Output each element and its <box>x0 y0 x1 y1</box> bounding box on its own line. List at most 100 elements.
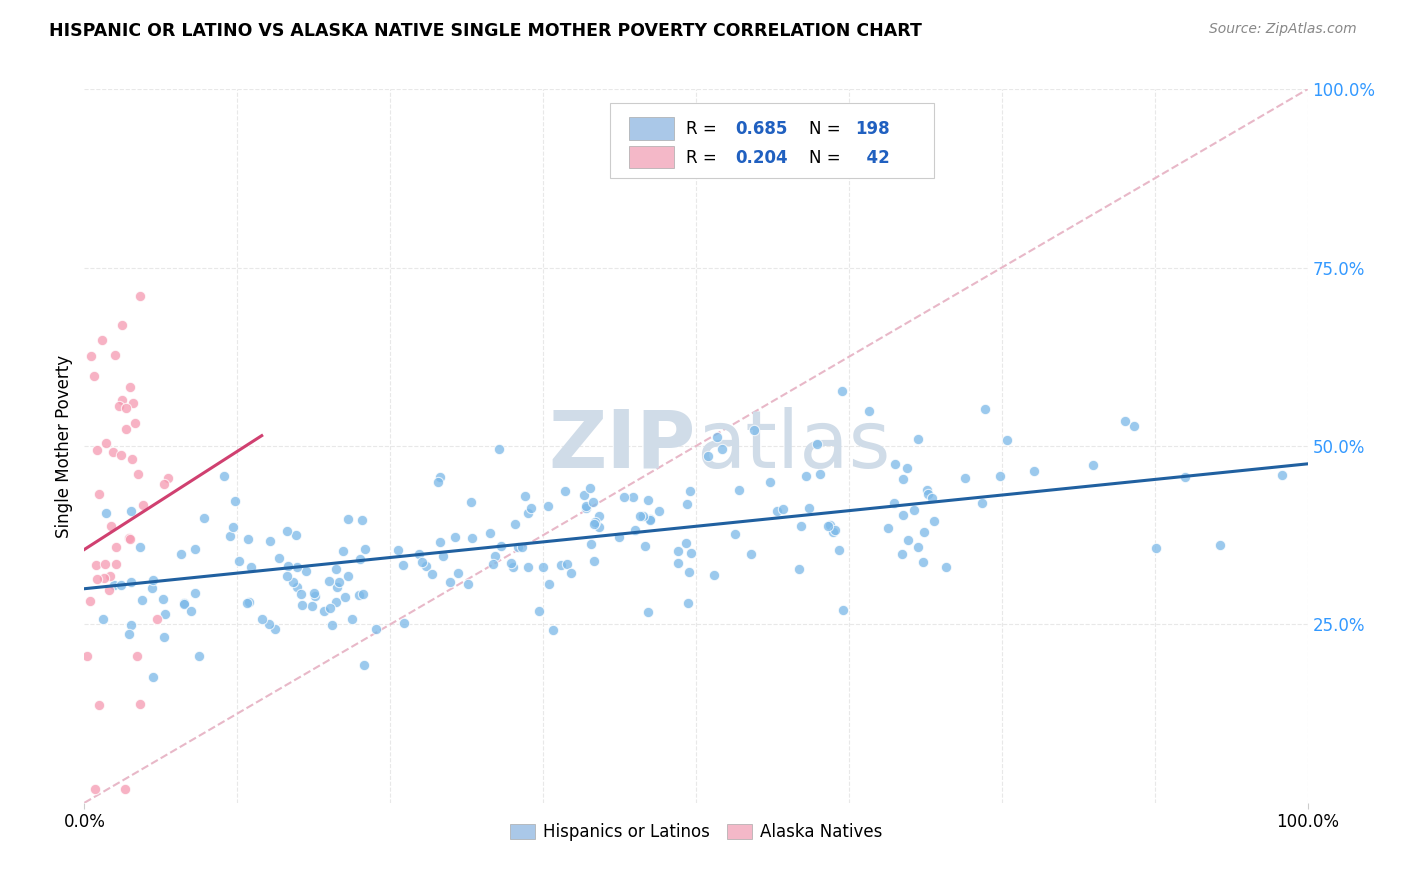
Point <box>637 493 659 508</box>
Point <box>285 560 308 574</box>
Point <box>572 488 595 502</box>
Point <box>460 495 482 509</box>
Point <box>575 499 598 513</box>
Point <box>550 558 572 572</box>
Point <box>484 549 506 563</box>
Point <box>257 617 280 632</box>
Point <box>183 586 205 600</box>
Point <box>259 533 281 548</box>
Point <box>228 554 250 568</box>
Point <box>581 536 603 550</box>
Point <box>285 527 308 541</box>
Point <box>890 547 912 561</box>
Text: atlas: atlas <box>696 407 890 485</box>
Point <box>953 471 976 485</box>
Point <box>579 481 602 495</box>
Point <box>114 401 136 415</box>
Point <box>340 612 363 626</box>
Point <box>588 520 610 534</box>
Point <box>706 430 728 444</box>
Point <box>118 531 141 545</box>
Point <box>239 559 262 574</box>
Point <box>678 566 700 580</box>
Point <box>443 530 465 544</box>
Point <box>588 508 610 523</box>
Point <box>350 513 373 527</box>
Point <box>129 540 152 554</box>
Point <box>491 539 513 553</box>
Point <box>429 534 451 549</box>
Point <box>236 596 259 610</box>
Point <box>638 511 661 525</box>
Point <box>277 559 299 574</box>
Point <box>481 557 503 571</box>
Point <box>352 587 374 601</box>
Point <box>973 401 995 416</box>
Point <box>120 617 142 632</box>
Point <box>988 468 1011 483</box>
Point <box>703 568 725 582</box>
Point <box>935 560 957 574</box>
Point <box>100 518 122 533</box>
Point <box>301 599 323 614</box>
Point <box>478 526 501 541</box>
Point <box>676 497 699 511</box>
Point <box>295 564 318 578</box>
Y-axis label: Single Mother Poverty: Single Mother Poverty <box>55 354 73 538</box>
Point <box>679 484 702 499</box>
Point <box>83 368 105 383</box>
Point <box>145 612 167 626</box>
Point <box>924 514 946 528</box>
Point <box>858 404 880 418</box>
Point <box>283 575 305 590</box>
Point <box>224 494 246 508</box>
Point <box>127 648 149 663</box>
Point <box>408 547 430 561</box>
Point <box>607 530 630 544</box>
Point <box>328 574 350 589</box>
Point <box>461 531 484 545</box>
Point <box>1122 419 1144 434</box>
Point <box>613 491 636 505</box>
Text: 0.685: 0.685 <box>735 120 787 138</box>
Point <box>447 566 470 581</box>
Point <box>394 615 416 630</box>
Point <box>142 669 165 683</box>
FancyBboxPatch shape <box>628 145 673 169</box>
Point <box>76 648 98 663</box>
Point <box>127 467 149 481</box>
Point <box>797 500 820 515</box>
Point <box>291 598 314 612</box>
Text: R =: R = <box>686 120 723 138</box>
Point <box>318 601 340 615</box>
Point <box>697 450 720 464</box>
Point <box>560 566 582 580</box>
Point <box>628 508 651 523</box>
Text: ZIP: ZIP <box>548 407 696 485</box>
Point <box>790 519 813 533</box>
Point <box>264 622 287 636</box>
Point <box>142 573 165 587</box>
Point <box>183 542 205 557</box>
Point <box>543 623 565 637</box>
Point <box>647 503 669 517</box>
Point <box>353 542 375 557</box>
Point <box>349 552 371 566</box>
Point <box>287 580 309 594</box>
Point <box>387 543 409 558</box>
Point <box>827 542 849 557</box>
Point <box>87 698 110 712</box>
Point <box>883 496 905 510</box>
Point <box>132 498 155 512</box>
Point <box>1024 464 1046 478</box>
Point <box>789 562 811 576</box>
Point <box>972 496 994 510</box>
Point <box>621 491 644 505</box>
Point <box>157 471 180 485</box>
Point <box>325 562 347 576</box>
Point <box>817 518 839 533</box>
Point <box>276 569 298 583</box>
Point <box>624 523 647 537</box>
Point <box>104 348 127 362</box>
Point <box>1114 414 1136 428</box>
